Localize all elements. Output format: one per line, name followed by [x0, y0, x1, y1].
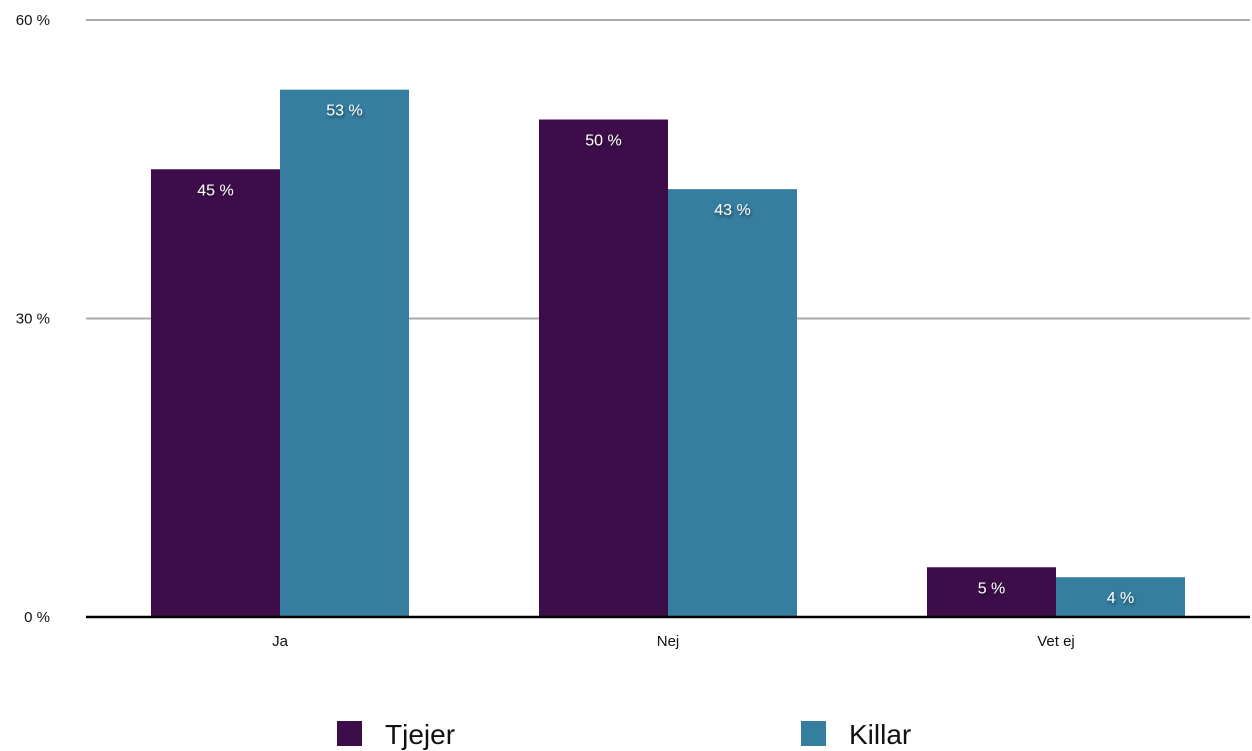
y-tick-label: 60 %: [16, 12, 50, 29]
y-tick-label: 0 %: [24, 609, 50, 626]
data-label: 5 %: [978, 580, 1006, 597]
data-label: 4 %: [1107, 590, 1135, 607]
legend: Tjejer Killar: [337, 719, 911, 750]
bar-tjejer-ja: [151, 169, 280, 617]
x-category-label: Vet ej: [1037, 633, 1075, 650]
data-label: 43 %: [714, 202, 750, 219]
x-category-label: Ja: [272, 633, 289, 650]
bar-killar-ja: [280, 89, 409, 617]
data-labels: 45 % 53 % 50 % 43 % 5 % 4 %: [197, 103, 1134, 608]
data-label: 45 %: [197, 182, 233, 199]
x-category-label: Nej: [657, 633, 680, 650]
legend-swatch: [801, 721, 826, 746]
legend-label: Killar: [849, 719, 911, 750]
legend-label: Tjejer: [385, 719, 455, 750]
data-label: 50 %: [585, 133, 621, 150]
data-label: 53 %: [326, 103, 362, 120]
bar-tjejer-nej: [539, 119, 668, 617]
bars: [151, 89, 1185, 617]
y-axis-ticks: 0 % 30 % 60 %: [16, 12, 50, 626]
bar-tjejer-vet-ej: [927, 567, 1056, 617]
bar-killar-vet-ej: [1056, 577, 1185, 617]
legend-swatch: [337, 721, 362, 746]
bar-killar-nej: [668, 189, 797, 617]
x-axis-categories: Ja Nej Vet ej: [272, 633, 1075, 650]
y-tick-label: 30 %: [16, 311, 50, 328]
